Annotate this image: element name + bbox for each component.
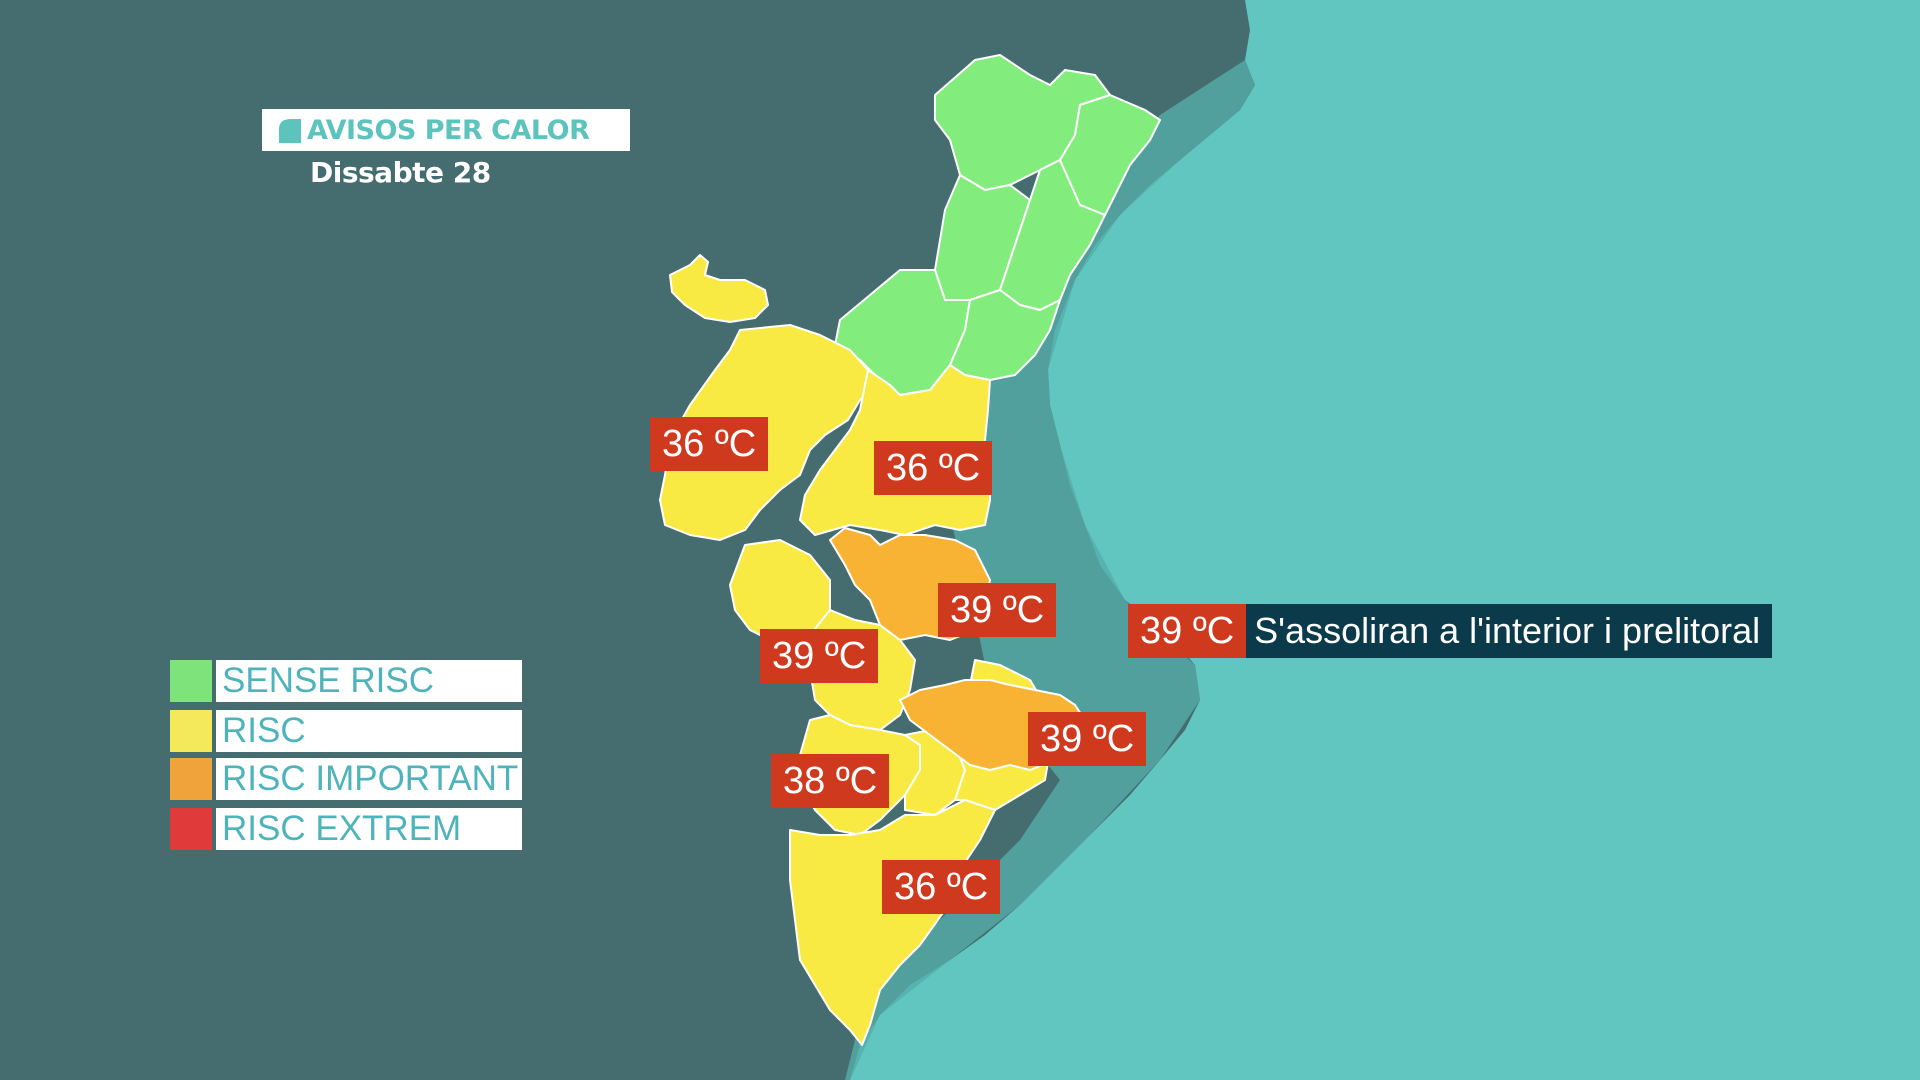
legend-label: RISC — [216, 710, 522, 752]
logo-icon — [279, 119, 301, 143]
legend-swatch-orange — [170, 758, 212, 800]
temperature-label: 36 ºC — [882, 860, 1001, 914]
legend-item-risc: RISC — [170, 710, 524, 752]
legend-item-sense-risc: SENSE RISC — [170, 660, 524, 702]
title-banner: AVISOS PER CALOR — [262, 109, 630, 151]
temperature-label: 39 ºC — [760, 629, 879, 683]
legend-swatch-red — [170, 808, 212, 850]
comarca-rincon-de-ademuz — [669, 254, 769, 323]
legend-swatch-green — [170, 660, 212, 702]
info-callout: 39 ºC S'assoliran a l'interior i prelito… — [1128, 604, 1773, 658]
temperature-label: 39 ºC — [938, 583, 1057, 637]
region-sense-risc — [834, 54, 1161, 396]
sea — [850, 0, 1920, 1080]
comarca-alcalaten — [999, 159, 1106, 311]
legend-label: RISC IMPORTANT — [216, 758, 522, 800]
coastal-shelf — [845, 60, 1255, 1080]
legend-item-risc-important: RISC IMPORTANT — [170, 758, 524, 800]
legend-swatch-yellow — [170, 710, 212, 752]
map-title: AVISOS PER CALOR — [307, 114, 590, 146]
map-subtitle-date: Dissabte 28 — [310, 156, 491, 189]
callout-temperature: 39 ºC — [1128, 604, 1247, 658]
callout-text: S'assoliran a l'interior i prelitoral — [1246, 604, 1773, 658]
temperature-label: 36 ºC — [874, 441, 993, 495]
legend-label: RISC EXTREM — [216, 808, 522, 850]
temperature-label: 39 ºC — [1028, 712, 1147, 766]
temperature-label: 38 ºC — [771, 754, 890, 808]
legend-item-risc-extrem: RISC EXTREM — [170, 808, 524, 850]
comarca-plana-alta — [949, 289, 1061, 381]
temperature-label: 36 ºC — [650, 417, 769, 471]
legend-label: SENSE RISC — [216, 660, 522, 702]
